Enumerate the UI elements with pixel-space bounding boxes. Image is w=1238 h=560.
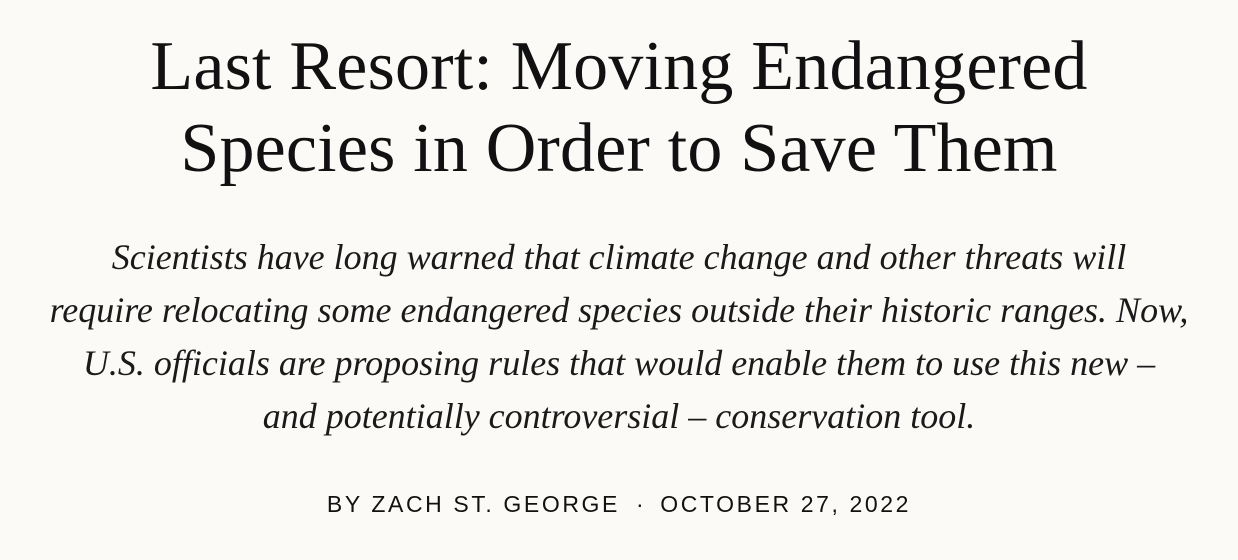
headline-line: Last Resort: Moving Endangered [150,28,1088,105]
byline-separator: · [635,491,647,517]
author-link[interactable]: BY ZACH ST. GEORGE [326,491,620,517]
dek-line: and potentially controversial – conserva… [262,396,976,436]
dek-line: U.S. officials are proposing rules that … [82,343,1156,383]
dek-line: require relocating some endangered speci… [49,290,1189,330]
article-headline: Last Resort: Moving Endangered Species i… [0,26,1238,190]
headline-line: Species in Order to Save Them [180,110,1058,187]
publish-date: OCTOBER 27, 2022 [660,491,912,517]
article-dek: Scientists have long warned that climate… [0,231,1238,443]
byline: BY ZACH ST. GEORGE · OCTOBER 27, 2022 [0,487,1238,521]
dek-line: Scientists have long warned that climate… [111,237,1127,277]
